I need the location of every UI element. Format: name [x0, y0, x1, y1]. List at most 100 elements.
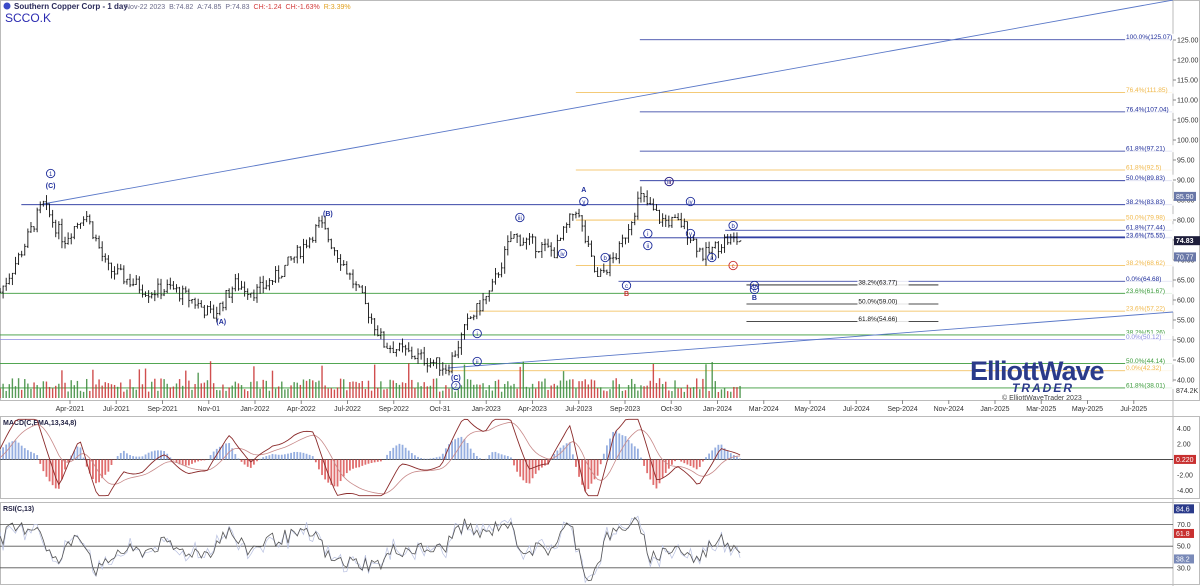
volume-bar [135, 389, 137, 398]
macd-histogram-bar [739, 458, 741, 460]
series-dot-icon [3, 2, 11, 10]
volume-bar [720, 389, 723, 398]
macd-histogram-bar [423, 458, 426, 460]
volume-bar [352, 381, 354, 398]
fib-level-label: 0.0%(42.32) [1126, 365, 1161, 372]
volume-bar [212, 383, 215, 398]
x-tick-label: Jul-2021 [103, 406, 130, 413]
macd-histogram-bar [485, 458, 488, 460]
volume-bar [696, 378, 698, 398]
macd-histogram-bar [708, 453, 710, 460]
volume-bar [89, 390, 91, 398]
y-tick-label: 60.00 [1177, 298, 1195, 305]
wave-label-circle [472, 328, 482, 339]
volume-bar [315, 382, 317, 398]
macd-histogram-bar [602, 453, 605, 460]
macd-histogram-bar [14, 440, 17, 460]
volume-bar [361, 380, 363, 398]
macd-histogram-bar [667, 459, 670, 469]
macd-histogram-bar [615, 430, 618, 460]
macd-histogram-bar [689, 459, 692, 467]
macd-histogram-bar [144, 454, 147, 460]
volume-bar [243, 389, 246, 398]
volume-bar [36, 385, 38, 398]
volume-bar [24, 379, 26, 398]
macd-histogram-bar [259, 458, 262, 460]
volume-bar [271, 370, 274, 398]
macd-histogram-bar [370, 459, 373, 463]
y-tick-label: 80.00 [1177, 218, 1195, 225]
volume-bar [429, 385, 432, 398]
fibonacci-levels: 100.0%(125.07) 76.4%(111.85) 76.4%(107.04)… [0, 33, 1185, 389]
macd-histogram-bar [321, 459, 323, 476]
macd-tick-label: 4.00 [1177, 426, 1191, 433]
macd-histogram-bar [469, 448, 472, 460]
volume-bar [411, 379, 413, 398]
volume-bar [547, 389, 549, 398]
macd-histogram-bar [157, 450, 159, 460]
macd-histogram-bar [386, 454, 388, 460]
volume-bar [305, 380, 308, 398]
volume-bar [250, 381, 252, 398]
macd-histogram-bar [420, 458, 423, 460]
volume-bar [5, 390, 7, 398]
volume-bar [593, 380, 596, 398]
volume-bar [113, 384, 116, 398]
macd-histogram-bar [265, 456, 268, 460]
volume-bar [39, 388, 41, 398]
macd-histogram-bar [448, 444, 450, 460]
y-tick-label: 45.00 [1177, 358, 1195, 365]
macd-histogram-bar [655, 459, 658, 489]
macd-histogram-bar [256, 459, 258, 462]
fib-level-label: 61.8%(77.44) [1126, 225, 1165, 232]
volume-bar [445, 385, 447, 398]
macd-histogram-bar [500, 454, 503, 460]
volume-bar [154, 378, 156, 398]
macd-histogram-bar [194, 459, 196, 463]
price-marker-label: 70.77 [1176, 254, 1194, 261]
wave-labels: 1(C)(A)(B)(C)2iiiiiiivvAbcBiiiiiiiiiivva… [46, 168, 760, 391]
wave-label: b [603, 256, 607, 262]
volume-bar [643, 386, 645, 398]
macd-histogram-bar [618, 433, 621, 460]
volume-bar [197, 372, 199, 398]
volume-bar [380, 381, 382, 398]
volume-bar [33, 382, 35, 398]
macd-histogram-bar [698, 459, 701, 467]
volume-bar [64, 382, 66, 398]
macd-histogram-bar [129, 455, 131, 460]
fib-label-bg [1125, 231, 1177, 239]
ohlc-item: P:74.83 [225, 4, 249, 11]
time-axis: Apr-2021 Jul-2021 Sep-2021 Nov-01 Jan-2022 Ap… [56, 400, 1147, 413]
volume-bar [104, 382, 106, 398]
macd-histogram-bar [212, 451, 215, 460]
macd-histogram-bar [280, 454, 283, 460]
macd-histogram-bar [277, 454, 280, 460]
volume-bars: 874.2K [0, 361, 1199, 398]
volume-bar [401, 382, 404, 398]
fib-level-label: 61.8%(38.01) [1126, 382, 1165, 389]
fib-label-bg [1125, 328, 1177, 336]
volume-bar [200, 383, 202, 398]
rsi-value-label: 84.6 [1176, 506, 1190, 513]
x-tick-label: Mar-2024 [749, 406, 779, 413]
macd-tick-label: -2.00 [1177, 472, 1193, 479]
volume-bar [181, 385, 184, 398]
volume-bar [123, 391, 125, 398]
macd-histogram-bar [593, 459, 596, 480]
macd-histogram-bar [153, 450, 156, 460]
x-tick-label: Jan-2023 [472, 406, 501, 413]
macd-histogram-bar [228, 443, 231, 460]
volume-bar [395, 383, 398, 398]
macd-histogram-bar [472, 452, 475, 460]
volume-bar [191, 389, 193, 398]
volume-bar [206, 380, 209, 398]
volume-bar [513, 383, 515, 398]
macd-histogram-bar [729, 453, 732, 460]
wave-label: a [710, 256, 714, 262]
macd-histogram-bar [209, 455, 212, 460]
volume-bar [575, 388, 577, 398]
fib-label-bg [1125, 198, 1177, 206]
volume-bar [336, 387, 339, 398]
macd-histogram-bar [364, 459, 367, 465]
